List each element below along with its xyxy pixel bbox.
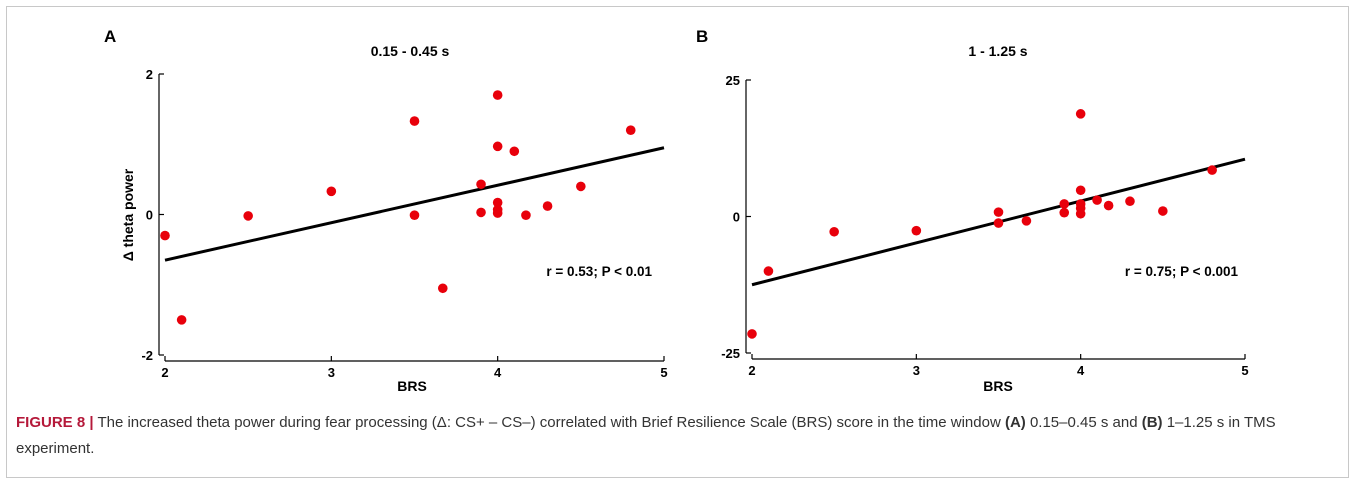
panel-b-data-point	[911, 225, 922, 236]
panel-b-correlation-annotation: r = 0.75; P < 0.001	[1125, 264, 1239, 279]
panel-b-data-point	[1092, 195, 1102, 205]
panel-a-data-point	[243, 211, 253, 221]
panel-a-fit	[164, 146, 665, 262]
panel-a-data-point	[542, 201, 553, 211]
panel-b-axes: 2 3 4 5 -25 0 25	[721, 73, 1248, 378]
panel-b-chart: B 1 - 1.25 s BRS r = 0.75; P < 0.001 2 3 4…	[696, 27, 1249, 394]
panel-b-y-tick-label: 0	[733, 210, 740, 225]
caption-text-part2: 0.15–0.45 s and	[1025, 414, 1142, 431]
panel-a-chart: A 0.15 - 0.45 s BRS Δ theta power r = 0.…	[104, 27, 668, 394]
panel-b-x-tick-label: 4	[1077, 363, 1085, 378]
panel-b-data-point	[1059, 207, 1070, 218]
panel-a-title: 0.15 - 0.45 s	[371, 43, 450, 59]
panel-a-data-point	[625, 125, 636, 135]
panel-a-correlation-annotation: r = 0.53; P < 0.01	[546, 264, 652, 279]
panel-b-data-point	[993, 207, 1004, 217]
panel-a-data-point	[160, 230, 170, 241]
panel-a-x-tick-label: 2	[161, 365, 168, 380]
panel-b-data-point	[1207, 165, 1217, 175]
panel-b-data-point	[747, 329, 757, 339]
panel-b-x-tick-label: 3	[913, 363, 920, 378]
panel-a-points	[160, 90, 636, 325]
panel-b-x-tick-label: 5	[1241, 363, 1248, 378]
panel-b-data-point	[1075, 185, 1086, 196]
panel-a-data-point	[492, 208, 503, 218]
panel-a-data-point	[492, 197, 503, 208]
panel-a-y-axis-label: Δ theta power	[120, 168, 136, 261]
panel-b-data-point	[1059, 199, 1070, 209]
panel-a-data-point	[492, 141, 503, 152]
panel-a-data-point	[509, 146, 520, 157]
panel-a-data-point	[437, 283, 448, 294]
panel-a-x-tick-label: 4	[494, 365, 502, 380]
panel-a-data-point	[576, 181, 586, 192]
panel-a-data-point	[409, 116, 420, 126]
panel-b-data-point	[829, 226, 839, 237]
figure-caption: FIGURE 8 | The increased theta power dur…	[16, 410, 1336, 462]
panel-b-data-point	[763, 266, 774, 276]
panel-a-x-tick-label: 3	[328, 365, 335, 380]
panel-a-y-tick-label: 2	[146, 67, 153, 82]
panel-b-data-point	[1158, 206, 1168, 216]
figure-charts: A 0.15 - 0.45 s BRS Δ theta power r = 0.…	[104, 27, 1249, 394]
panel-a-x-axis-label: BRS	[397, 378, 427, 394]
panel-b-data-point	[1021, 216, 1032, 226]
panel-b-letter: B	[696, 27, 708, 46]
panel-a-x-tick-label: 5	[660, 365, 667, 380]
panel-a-data-point	[476, 179, 486, 190]
caption-label-b: (B)	[1141, 414, 1163, 431]
panel-b-y-tick-label: -25	[721, 346, 740, 361]
panel-b-data-point	[1103, 200, 1114, 211]
panel-b-title: 1 - 1.25 s	[968, 43, 1027, 59]
panel-a-y-tick-label: -2	[141, 348, 153, 363]
panel-b-data-point	[1075, 208, 1086, 219]
panel-b-y-tick-label: 25	[726, 73, 740, 88]
panel-b-data-point	[1075, 109, 1086, 119]
panel-a-regression-line	[164, 146, 665, 262]
panel-b-data-point	[1125, 196, 1135, 207]
panel-a-data-point	[476, 207, 486, 218]
panel-b-data-point	[993, 218, 1004, 228]
caption-text-part1: The increased theta power during fear pr…	[93, 414, 1005, 431]
panel-b-x-tick-label: 2	[748, 363, 755, 378]
caption-text-part3: 1–1.25 s in TMS experiment.	[16, 414, 1276, 457]
panel-a-y-tick-label: 0	[146, 208, 153, 223]
panel-a-data-point	[176, 315, 187, 325]
caption-figure-label: FIGURE 8 |	[16, 414, 94, 431]
panel-a-data-point	[409, 210, 420, 221]
panel-a-data-point	[521, 210, 531, 221]
figure-frame	[6, 6, 1349, 478]
panel-a-letter: A	[104, 27, 116, 46]
panel-b-points	[747, 109, 1217, 339]
panel-a-data-point	[492, 90, 503, 100]
panel-a-axes: 2 3 4 5 -2 0 2	[141, 67, 667, 380]
panel-b-x-axis-label: BRS	[983, 378, 1013, 394]
caption-label-a: (A)	[1004, 414, 1026, 431]
panel-a-data-point	[326, 186, 337, 197]
